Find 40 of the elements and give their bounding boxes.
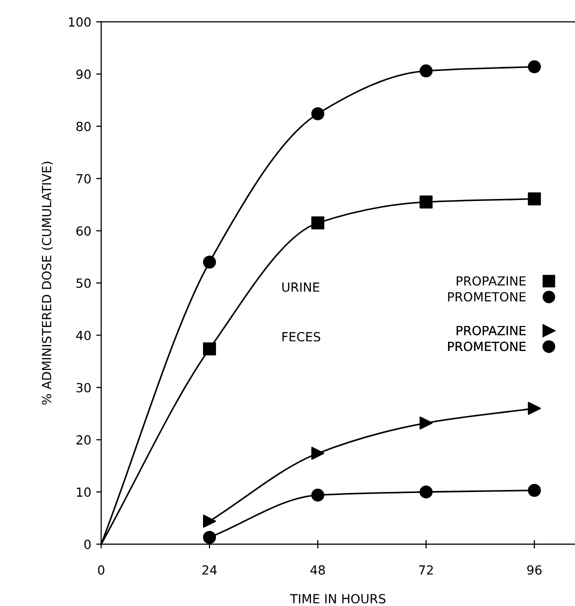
point: [420, 64, 433, 78]
point: [420, 196, 433, 209]
point: [202, 514, 216, 528]
point: [528, 402, 541, 415]
y-tick-label: 30: [76, 382, 91, 392]
point: [528, 60, 541, 74]
y-axis-title: % ADMINISTERED DOSE (CUMULATIVE): [42, 162, 53, 405]
y-tick-label: 40: [76, 330, 91, 340]
x-tick-label: 72: [419, 565, 433, 575]
x-tick-label: 24: [202, 565, 217, 575]
x-axis-title: TIME IN HOURS: [290, 594, 386, 604]
x-tick-label: 48: [310, 565, 325, 575]
y-tick-label: 60: [76, 226, 91, 236]
point: [420, 485, 433, 498]
y-tick-label: 100: [68, 17, 91, 27]
point: [528, 192, 541, 206]
y-tick-label: 80: [76, 122, 91, 132]
point: [311, 107, 324, 120]
y-tick-label: 0: [84, 540, 91, 550]
legend-label: PROPAZINE: [456, 276, 526, 286]
legend-label: PROPAZINE: [456, 326, 526, 336]
x-tick-label: 0: [98, 565, 104, 575]
y-tick-label: 20: [76, 435, 91, 445]
legend-label: PROMETONE: [448, 342, 526, 352]
point: [202, 256, 216, 269]
annotation: URINE: [282, 282, 320, 292]
y-tick-label: 70: [76, 174, 91, 184]
legend-label: PROMETONE: [448, 292, 526, 302]
point: [311, 216, 324, 230]
point: [202, 530, 216, 544]
x-tick-label: 96: [527, 565, 542, 575]
y-tick-label: 90: [76, 70, 91, 79]
point: [311, 488, 324, 502]
point: [202, 342, 216, 356]
point: [528, 484, 541, 497]
point: [420, 416, 433, 430]
point: [311, 446, 324, 460]
annotation: FECES: [282, 332, 320, 342]
y-tick-label: 50: [76, 278, 91, 288]
y-tick-label: 10: [76, 487, 91, 497]
